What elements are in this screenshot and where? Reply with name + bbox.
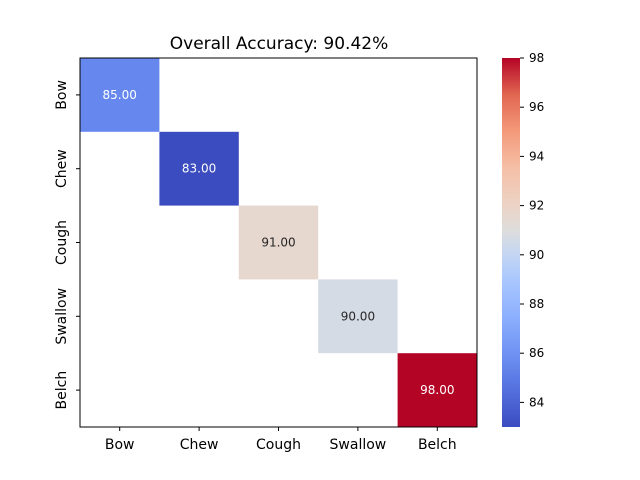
colorbar-tick-label: 96 xyxy=(529,100,544,114)
y-tick-label: Cough xyxy=(54,220,70,265)
y-tick-label: Belch xyxy=(54,371,70,410)
colorbar-tick-label: 92 xyxy=(529,199,544,213)
x-tick-label: Cough xyxy=(256,437,301,453)
heatmap-cell-bow-bow xyxy=(80,58,160,132)
heatmap-cell-chew-chew xyxy=(159,131,239,206)
x-tick-label: Swallow xyxy=(330,437,387,453)
y-tick-label: Swallow xyxy=(54,288,70,345)
heatmap-cells xyxy=(80,58,477,427)
y-tick-label: Chew xyxy=(54,149,70,188)
colorbar-ticks: 84 86 88 90 92 94 96 98 xyxy=(520,51,544,409)
x-tick-label: Chew xyxy=(180,437,219,453)
heatmap-cell-cough-cough xyxy=(238,205,319,280)
y-axis: Bow Chew Cough Swallow Belch xyxy=(54,80,80,409)
colorbar-tick-label: 88 xyxy=(529,297,544,311)
cell-value-label: 91.00 xyxy=(261,236,295,250)
colorbar: 84 86 88 90 92 94 96 98 xyxy=(502,51,544,427)
x-axis: Bow Chew Cough Swallow Belch xyxy=(105,427,457,453)
y-tick-label: Bow xyxy=(54,80,70,110)
heatmap-cell-labels: 85.00 83.00 91.00 90.00 98.00 xyxy=(103,88,455,397)
chart-title: Overall Accuracy: 90.42% xyxy=(170,34,389,54)
cell-value-label: 83.00 xyxy=(182,162,216,176)
cell-value-label: 90.00 xyxy=(341,309,375,323)
cell-value-label: 85.00 xyxy=(103,88,137,102)
colorbar-tick-label: 98 xyxy=(529,51,544,65)
colorbar-gradient xyxy=(502,58,520,427)
colorbar-tick-label: 86 xyxy=(529,346,544,360)
x-tick-label: Belch xyxy=(418,437,457,453)
cell-value-label: 98.00 xyxy=(420,383,454,397)
heatmap-cell-belch-belch xyxy=(397,353,477,427)
colorbar-tick-label: 94 xyxy=(529,149,544,163)
colorbar-tick-label: 90 xyxy=(529,248,544,262)
heatmap-cell-swallow-swallow xyxy=(318,279,398,354)
x-tick-label: Bow xyxy=(105,437,135,453)
colorbar-tick-label: 84 xyxy=(529,395,544,409)
